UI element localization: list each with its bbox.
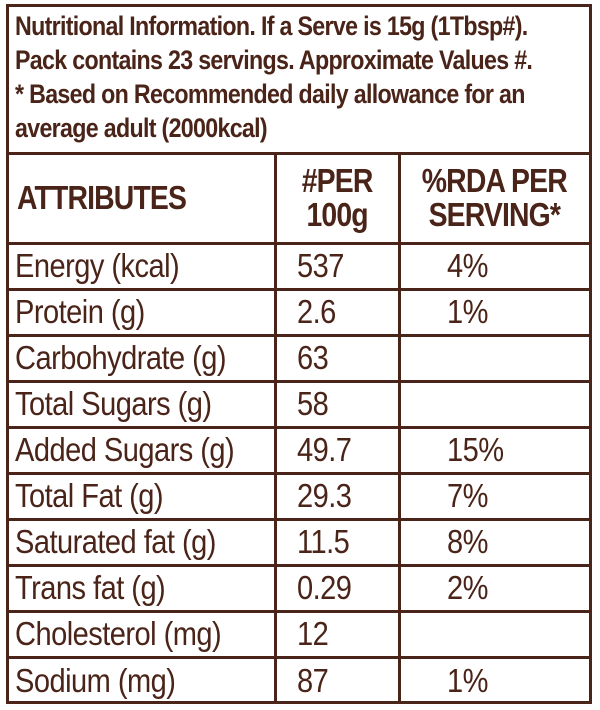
- rda-value: 1%: [397, 287, 589, 337]
- header-line-rda-note: * Based on Recommended daily allowance f…: [15, 79, 525, 109]
- rda-value: 7%: [397, 471, 589, 521]
- nutrition-table: ATTRIBUTES #PER 100g %RDA PER SERVING* E…: [9, 155, 589, 703]
- header-line-pack: Pack contains 23 servings. Approximate V…: [15, 45, 533, 75]
- nutrition-label: Nutritional Information. If a Serve is 1…: [6, 4, 592, 704]
- table-row: Cholesterol (mg) 12: [9, 609, 589, 659]
- per-100g-line1: #PER: [301, 162, 374, 200]
- column-header-per-100g: #PER 100g: [273, 155, 401, 245]
- per-100g-line2: 100g: [306, 196, 368, 234]
- rda-value: [397, 333, 589, 383]
- table-row: Saturated fat (g) 11.5 8%: [9, 517, 589, 567]
- nutrient-name: Sodium (mg): [9, 655, 277, 703]
- nutrient-name: Saturated fat (g): [9, 517, 277, 567]
- table-row: Energy (kcal) 537 4%: [9, 241, 589, 291]
- nutrient-name: Energy (kcal): [9, 241, 277, 291]
- per-100g-value: 2.6: [273, 287, 401, 337]
- rda-line1: %RDA PER: [422, 162, 568, 200]
- rda-value: 2%: [397, 563, 589, 613]
- per-100g-value: 29.3: [273, 471, 401, 521]
- rda-line2: SERVING*: [429, 196, 561, 234]
- rda-value: 8%: [397, 517, 589, 567]
- nutrient-name: Trans fat (g): [9, 563, 277, 613]
- rda-value: 4%: [397, 241, 589, 291]
- column-header-attributes: ATTRIBUTES: [9, 155, 277, 245]
- header-line-serving: Nutritional Information. If a Serve is 1…: [15, 11, 528, 41]
- column-header-rda: %RDA PER SERVING*: [397, 155, 589, 245]
- rda-value: [397, 379, 589, 429]
- nutrient-name: Carbohydrate (g): [9, 333, 277, 383]
- per-100g-value: 63: [273, 333, 401, 383]
- per-100g-value: 537: [273, 241, 401, 291]
- table-header-row: ATTRIBUTES #PER 100g %RDA PER SERVING*: [9, 155, 589, 245]
- nutrition-header: Nutritional Information. If a Serve is 1…: [9, 7, 589, 155]
- header-line-adult: average adult (2000kcal): [15, 113, 268, 143]
- rda-value: 1%: [397, 655, 589, 703]
- nutrient-name: Added Sugars (g): [9, 425, 277, 475]
- per-100g-value: 12: [273, 609, 401, 659]
- per-100g-value: 0.29: [273, 563, 401, 613]
- nutrient-name: Total Fat (g): [9, 471, 277, 521]
- table-row: Added Sugars (g) 49.7 15%: [9, 425, 589, 475]
- per-100g-value: 49.7: [273, 425, 401, 475]
- rda-value: 15%: [397, 425, 589, 475]
- table-row: Trans fat (g) 0.29 2%: [9, 563, 589, 613]
- per-100g-value: 87: [273, 655, 401, 703]
- nutrient-name: Cholesterol (mg): [9, 609, 277, 659]
- per-100g-value: 58: [273, 379, 401, 429]
- rda-value: [397, 609, 589, 659]
- per-100g-value: 11.5: [273, 517, 401, 567]
- nutrient-name: Total Sugars (g): [9, 379, 277, 429]
- table-row: Protein (g) 2.6 1%: [9, 287, 589, 337]
- table-row: Total Fat (g) 29.3 7%: [9, 471, 589, 521]
- nutrient-name: Protein (g): [9, 287, 277, 337]
- table-row: Carbohydrate (g) 63: [9, 333, 589, 383]
- nutrition-rows: Energy (kcal) 537 4% Protein (g) 2.6 1% Carboh…: [9, 241, 589, 703]
- table-row: Sodium (mg) 87 1%: [9, 655, 589, 703]
- table-row: Total Sugars (g) 58: [9, 379, 589, 429]
